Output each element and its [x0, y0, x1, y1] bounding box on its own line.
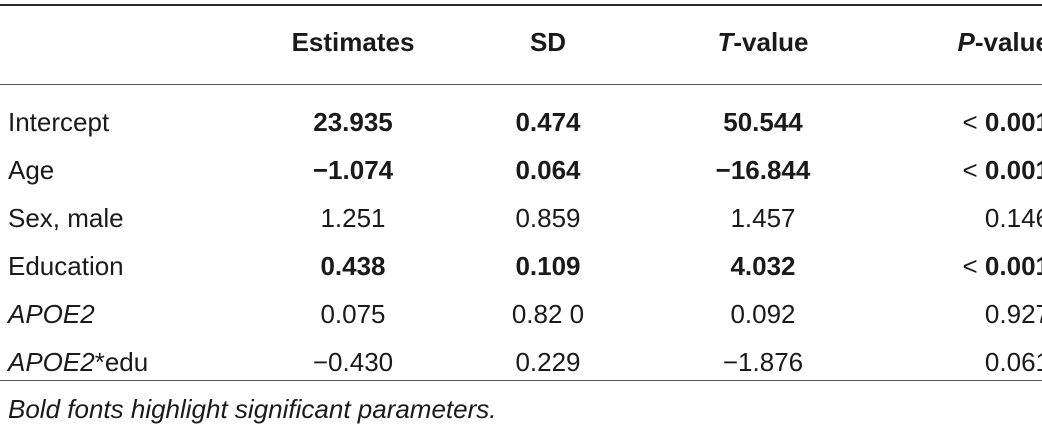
row-estimate: −0.430: [312, 346, 394, 377]
row-parameter: APOE2: [0, 290, 248, 338]
regression-results-table: Estimates SD T-value P-value Intercept 2…: [0, 18, 1042, 386]
p-prefix: <: [962, 154, 985, 185]
row-estimate: −1.074: [312, 154, 394, 185]
row-t-value: 4.032: [730, 250, 796, 281]
p-number: 0.146: [984, 202, 1042, 233]
row-sd: 0.82 0: [511, 298, 585, 329]
row-parameter: Intercept: [0, 98, 248, 146]
param-name: APOE2: [8, 298, 95, 329]
table-header-rule: [0, 84, 1042, 85]
row-t-value: −1.876: [722, 346, 804, 377]
header-p-value: P-value: [888, 18, 1042, 66]
row-sd: 0.109: [515, 250, 581, 281]
row-sd: 0.229: [515, 346, 581, 377]
header-p-letter: P: [957, 26, 975, 57]
row-sd: 0.064: [515, 154, 581, 185]
table-row: Intercept 23.935 0.474 50.544 < 0.001: [0, 98, 1042, 146]
row-p-value: < 0.001: [888, 242, 1042, 290]
table-row: Age −1.074 0.064 −16.844 < 0.001: [0, 146, 1042, 194]
p-number: 0.001: [984, 250, 1042, 281]
row-estimate: 1.251: [320, 202, 386, 233]
p-prefix: <: [962, 250, 985, 281]
row-estimate: 23.935: [313, 106, 393, 137]
row-sd: 0.859: [515, 202, 581, 233]
row-t-value: 1.457: [730, 202, 796, 233]
row-t-value: −16.844: [715, 154, 811, 185]
table-row: Sex, male 1.251 0.859 1.457 0.146: [0, 194, 1042, 242]
table-row: Education 0.438 0.109 4.032 < 0.001: [0, 242, 1042, 290]
header-t-letter: T: [717, 26, 734, 57]
header-estimates: Estimates: [291, 26, 415, 57]
row-p-value: < 0.001: [888, 146, 1042, 194]
row-parameter: Sex, male: [0, 194, 248, 242]
row-t-value: 50.544: [723, 106, 803, 137]
table-row: APOE2 0.075 0.82 0 0.092 0.927: [0, 290, 1042, 338]
row-parameter: APOE2*edu: [0, 338, 248, 386]
row-p-value: < 0.001: [888, 98, 1042, 146]
p-number: 0.001: [984, 106, 1042, 137]
p-prefix: <: [962, 106, 985, 137]
p-number: 0.001: [984, 154, 1042, 185]
header-sd: SD: [529, 26, 567, 57]
table-top-rule: [0, 4, 1042, 6]
row-sd: 0.474: [515, 106, 581, 137]
row-p-value: 0.146: [888, 194, 1042, 242]
param-name: APOE2: [8, 346, 95, 377]
row-estimate: 0.075: [320, 298, 386, 329]
table-bottom-rule: [0, 380, 1042, 381]
table-footnote: Bold fonts highlight significant paramet…: [8, 394, 497, 424]
header-parameter: [0, 18, 248, 66]
param-name: Sex, male: [8, 202, 124, 233]
row-p-value: 0.927: [888, 290, 1042, 338]
param-name: Education: [8, 250, 124, 281]
table-header-row: Estimates SD T-value P-value: [0, 18, 1042, 66]
param-name: Age: [8, 154, 55, 185]
row-t-value: 0.092: [730, 298, 796, 329]
p-number: 0.061: [984, 346, 1042, 377]
row-parameter: Education: [0, 242, 248, 290]
header-p-suffix: -value: [974, 26, 1042, 57]
table-row: APOE2*edu −0.430 0.229 −1.876 0.061: [0, 338, 1042, 386]
row-parameter: Age: [0, 146, 248, 194]
param-suffix: *edu: [94, 346, 149, 377]
param-name: Intercept: [8, 106, 110, 137]
header-t-suffix: -value: [733, 26, 809, 57]
row-estimate: 0.438: [320, 250, 386, 281]
header-t-value: T-value: [638, 18, 888, 66]
row-p-value: 0.061: [888, 338, 1042, 386]
p-number: 0.927: [984, 298, 1042, 329]
